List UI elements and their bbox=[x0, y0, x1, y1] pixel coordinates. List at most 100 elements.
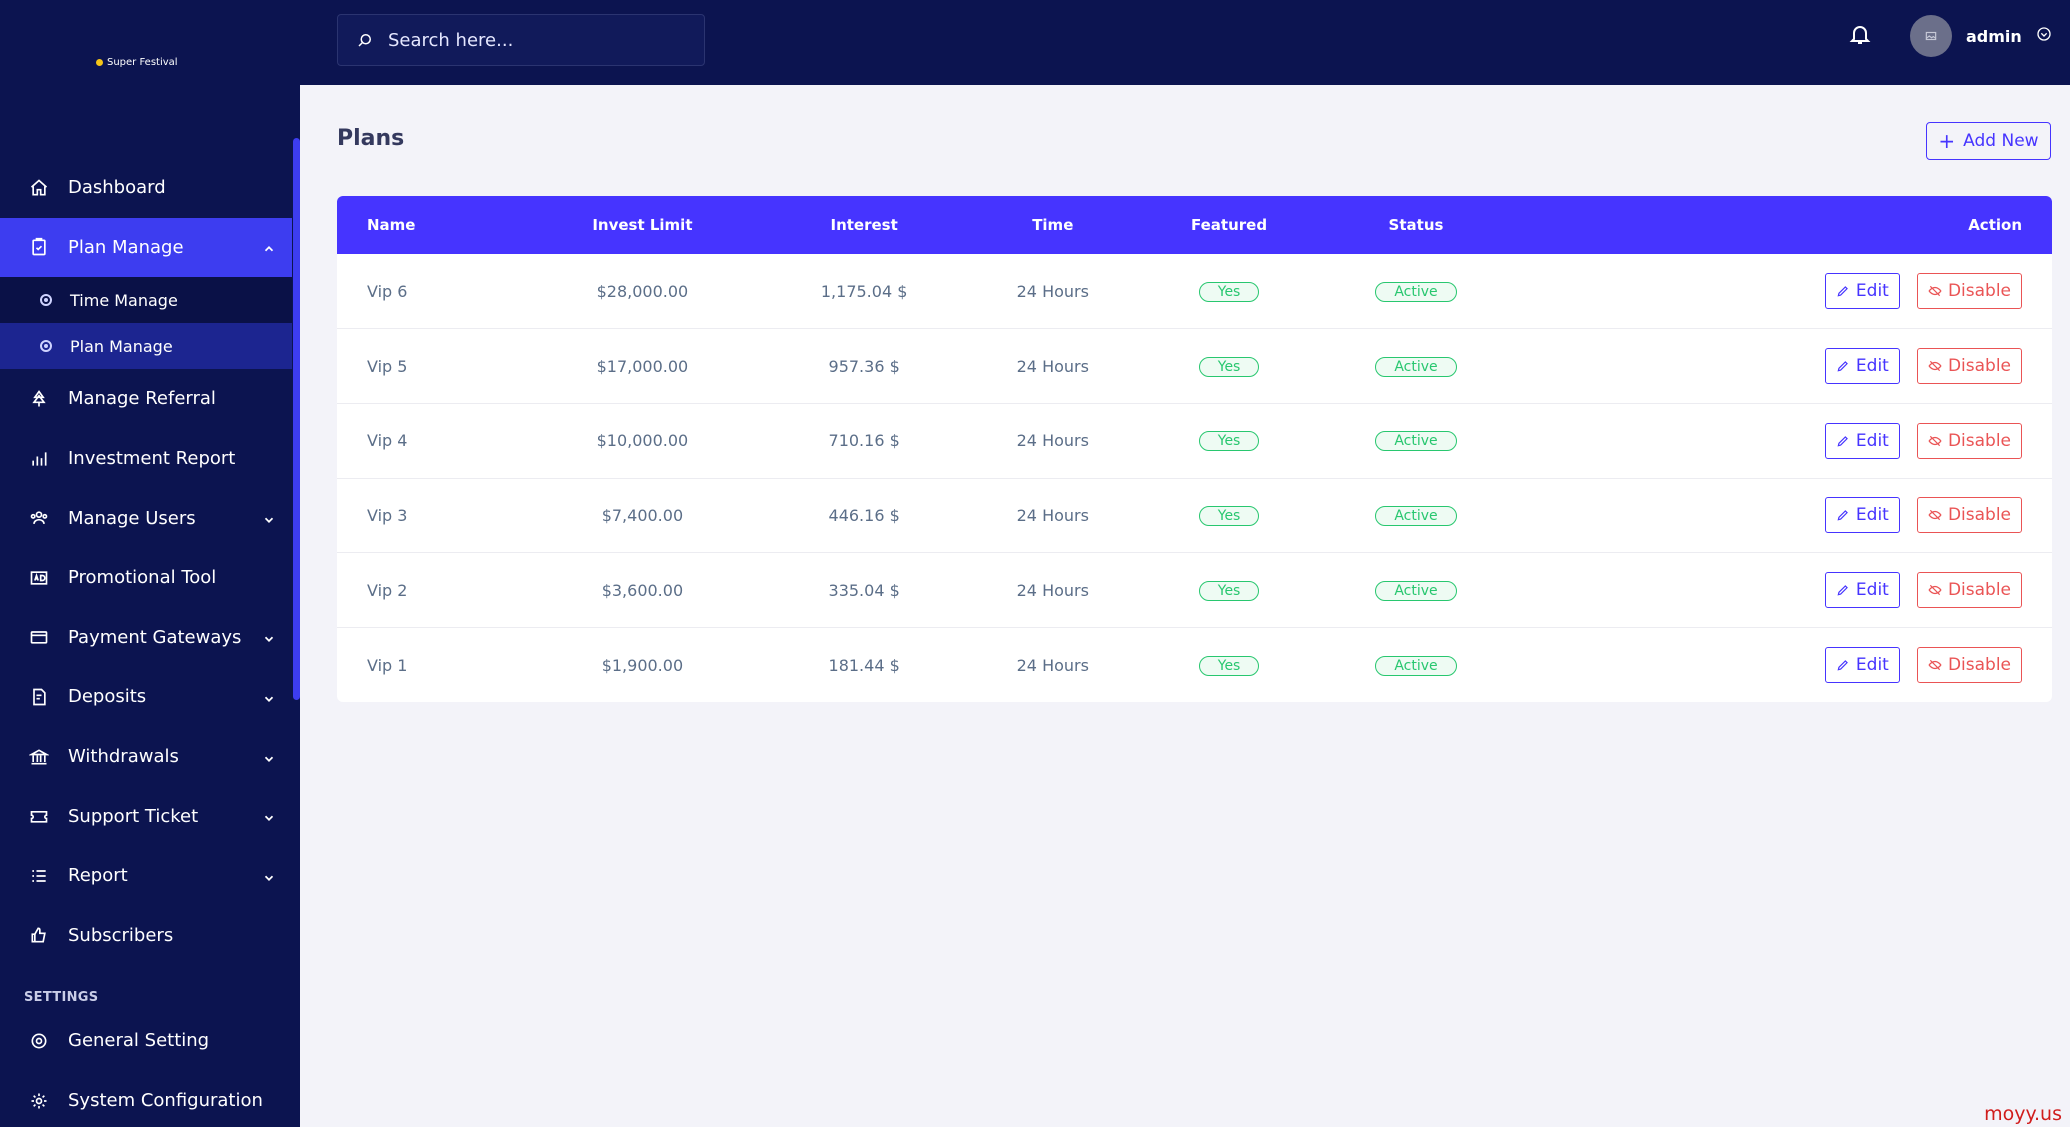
user-menu[interactable]: admin bbox=[1910, 15, 2052, 57]
sidebar-item-payment-gateways[interactable]: Payment Gateways bbox=[0, 608, 292, 668]
table-row: Vip 6 $28,000.00 1,175.04 $ 24 Hours Yes… bbox=[337, 254, 2052, 329]
sidebar-item-label: System Configuration bbox=[68, 1090, 263, 1112]
pencil-icon bbox=[1837, 510, 1848, 521]
sidebar-item-system-configuration[interactable]: System Configuration bbox=[0, 1071, 292, 1127]
sidebar-item-plan-manage[interactable]: Plan Manage bbox=[0, 217, 292, 278]
sidebar-scrollbar[interactable] bbox=[293, 138, 300, 700]
action-cell: Edit Disable bbox=[1513, 478, 2052, 553]
search-input[interactable] bbox=[388, 29, 688, 51]
edit-button[interactable]: Edit bbox=[1824, 647, 1900, 684]
sidebar-subitem-plan-manage[interactable]: Plan Manage bbox=[0, 323, 292, 370]
plan-name: Vip 5 bbox=[367, 356, 408, 376]
header-action: Action bbox=[1968, 216, 2022, 234]
sidebar-item-dashboard[interactable]: Dashboard bbox=[0, 158, 292, 218]
credit-card-icon bbox=[28, 626, 50, 648]
invest-limit: $17,000.00 bbox=[596, 356, 689, 376]
table-body: Vip 6 $28,000.00 1,175.04 $ 24 Hours Yes… bbox=[337, 254, 2052, 702]
sidebar-item-label: Manage Users bbox=[68, 507, 196, 529]
header-featured: Featured bbox=[1191, 216, 1268, 234]
invest-limit: $10,000.00 bbox=[596, 431, 689, 451]
edit-label: Edit bbox=[1855, 430, 1889, 451]
sidebar-item-deposits[interactable]: Deposits bbox=[0, 667, 292, 727]
dot-circle-icon bbox=[40, 340, 52, 353]
status-badge: Active bbox=[1375, 356, 1457, 377]
disable-button[interactable]: Disable bbox=[1916, 348, 2022, 385]
edit-label: Edit bbox=[1855, 356, 1889, 377]
edit-button[interactable]: Edit bbox=[1824, 348, 1900, 385]
plan-name: Vip 1 bbox=[367, 655, 408, 675]
table-row: Vip 3 $7,400.00 446.16 $ 24 Hours Yes Ac… bbox=[337, 478, 2052, 553]
featured-cell: Yes bbox=[1139, 478, 1320, 553]
table-row: Vip 5 $17,000.00 957.36 $ 24 Hours Yes A… bbox=[337, 329, 2052, 404]
sidebar-item-support-ticket[interactable]: Support Ticket bbox=[0, 786, 292, 846]
sidebar-item-report[interactable]: Report bbox=[0, 846, 292, 906]
sidebar-subitem-label: Plan Manage bbox=[70, 336, 173, 356]
chevron-down-icon bbox=[262, 511, 276, 525]
sidebar-item-general-setting[interactable]: General Setting bbox=[0, 1011, 292, 1071]
interest: 181.44 $ bbox=[828, 655, 900, 675]
plan-name: Vip 4 bbox=[367, 431, 408, 451]
disable-button[interactable]: Disable bbox=[1916, 273, 2022, 310]
header-interest: Interest bbox=[830, 216, 898, 234]
disable-button[interactable]: Disable bbox=[1916, 497, 2022, 534]
avatar bbox=[1910, 15, 1952, 57]
action-cell: Edit Disable bbox=[1513, 254, 2052, 329]
time: 24 Hours bbox=[1016, 281, 1089, 301]
disable-label: Disable bbox=[1947, 580, 2011, 601]
disable-label: Disable bbox=[1947, 430, 2011, 451]
interest: 335.04 $ bbox=[828, 580, 900, 600]
status-cell: Active bbox=[1319, 627, 1512, 702]
featured-badge: Yes bbox=[1198, 580, 1260, 601]
image-placeholder-icon bbox=[1925, 31, 1937, 41]
chevron-down-icon bbox=[262, 869, 276, 883]
ticket-icon bbox=[28, 805, 50, 827]
sidebar-item-promotional-tool[interactable]: Promotional Tool bbox=[0, 548, 292, 608]
disable-button[interactable]: Disable bbox=[1916, 422, 2022, 459]
featured-cell: Yes bbox=[1139, 329, 1320, 404]
edit-button[interactable]: Edit bbox=[1824, 273, 1900, 310]
status-cell: Active bbox=[1319, 329, 1512, 404]
sidebar-item-label: Manage Referral bbox=[68, 388, 216, 410]
sidebar-item-subscribers[interactable]: Subscribers bbox=[0, 906, 292, 966]
table-header-row: Name Invest Limit Interest Time Featured… bbox=[337, 196, 2052, 254]
sidebar-item-label: Report bbox=[68, 865, 128, 887]
featured-badge: Yes bbox=[1198, 356, 1260, 377]
tree-icon bbox=[28, 388, 50, 410]
disable-button[interactable]: Disable bbox=[1916, 572, 2022, 609]
status-badge: Active bbox=[1375, 580, 1457, 601]
disable-label: Disable bbox=[1947, 505, 2011, 526]
action-cell: Edit Disable bbox=[1513, 403, 2052, 478]
status-badge: Active bbox=[1375, 431, 1457, 452]
brand-name: Super Festival bbox=[107, 56, 178, 68]
edit-button[interactable]: Edit bbox=[1824, 497, 1900, 534]
status-badge: Active bbox=[1375, 505, 1457, 526]
ad-icon bbox=[28, 567, 50, 589]
sidebar-item-manage-users[interactable]: Manage Users bbox=[0, 488, 292, 548]
search-box bbox=[337, 14, 705, 66]
sidebar-item-investment-report[interactable]: Investment Report bbox=[0, 429, 292, 489]
time: 24 Hours bbox=[1016, 580, 1089, 600]
sidebar-item-manage-referral[interactable]: Manage Referral bbox=[0, 369, 292, 429]
brand-logo[interactable]: Super Festival bbox=[0, 0, 300, 124]
edit-button[interactable]: Edit bbox=[1824, 572, 1900, 609]
header-time: Time bbox=[1032, 216, 1074, 234]
action-cell: Edit Disable bbox=[1513, 627, 2052, 702]
life-ring-icon bbox=[28, 1030, 50, 1052]
featured-cell: Yes bbox=[1139, 553, 1320, 628]
eye-slash-icon bbox=[1928, 360, 1942, 372]
header-invest-limit: Invest Limit bbox=[592, 216, 693, 234]
sidebar-item-withdrawals[interactable]: Withdrawals bbox=[0, 727, 292, 787]
edit-button[interactable]: Edit bbox=[1824, 422, 1900, 459]
home-icon bbox=[28, 177, 50, 199]
add-new-button[interactable]: + Add New bbox=[1926, 122, 2051, 160]
disable-button[interactable]: Disable bbox=[1916, 647, 2022, 684]
sidebar-subitem-time-manage[interactable]: Time Manage bbox=[0, 277, 292, 323]
chevron-circle-down-icon bbox=[2036, 26, 2052, 46]
sidebar-item-label: Support Ticket bbox=[68, 805, 199, 827]
edit-label: Edit bbox=[1855, 580, 1889, 601]
pencil-icon bbox=[1837, 435, 1848, 447]
bar-chart-icon bbox=[28, 448, 50, 470]
sidebar-nav: Dashboard Plan Manage Time Manage Plan M… bbox=[0, 158, 292, 1127]
notification-bell-icon[interactable] bbox=[1848, 22, 1874, 48]
dot-circle-icon bbox=[40, 294, 52, 307]
